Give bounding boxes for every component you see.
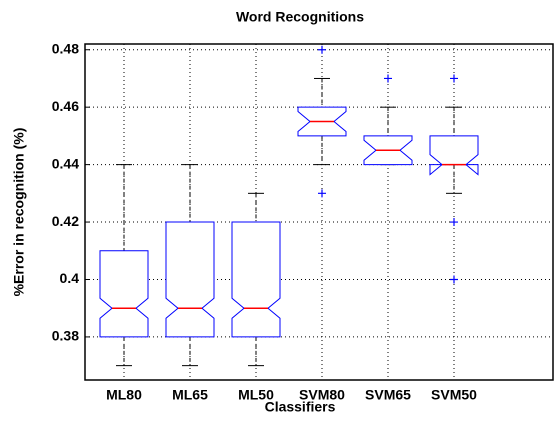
x-tick-label: ML50 [238, 387, 274, 403]
outlier [318, 189, 326, 198]
y-tick-label: 0.44 [52, 155, 79, 171]
y-tick-label: 0.48 [52, 40, 79, 56]
chart-title: Word Recognitions [236, 9, 364, 25]
outlier [384, 74, 392, 83]
x-tick-label: ML65 [172, 387, 208, 403]
y-tick-label: 0.46 [52, 98, 79, 114]
outlier [450, 74, 458, 83]
x-tick-label: SVM65 [365, 387, 411, 403]
y-axis-label: %Error in recognition (%) [11, 128, 27, 297]
box [165, 221, 215, 338]
x-tick-label: SVM80 [299, 387, 345, 403]
y-tick-label: 0.42 [52, 213, 79, 229]
outlier [318, 45, 326, 54]
x-tick-label: SVM50 [431, 387, 477, 403]
box [231, 221, 281, 338]
outlier [450, 218, 458, 227]
x-tick-label: ML80 [106, 387, 142, 403]
box [429, 135, 479, 176]
y-tick-label: 0.38 [52, 328, 79, 344]
plot-frame [84, 43, 554, 381]
x-axis-label: Classifiers [265, 399, 336, 415]
y-tick-label: 0.4 [60, 270, 80, 286]
outlier [450, 275, 458, 284]
box [99, 250, 149, 338]
